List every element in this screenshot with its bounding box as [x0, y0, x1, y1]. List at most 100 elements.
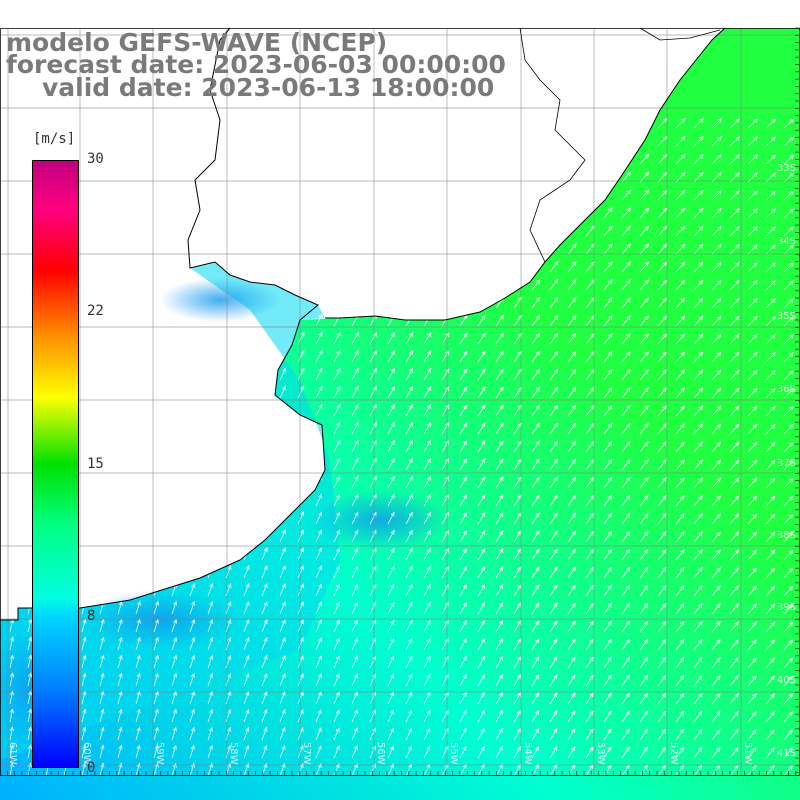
wind-arrow: [675, 549, 685, 561]
wind-arrow: [477, 584, 486, 597]
wind-arrow: [333, 727, 340, 741]
wind-arrow: [531, 710, 540, 723]
wind-arrow: [567, 386, 577, 399]
wind-arrow: [621, 584, 631, 597]
wind-arrow: [603, 297, 613, 309]
wind-arrow: [459, 673, 467, 687]
wind-arrow: [747, 118, 759, 129]
wind-arrow: [531, 314, 541, 327]
wind-arrow: [423, 332, 432, 345]
wind-arrow: [99, 690, 105, 705]
wind-arrow: [621, 369, 631, 381]
wind-arrow: [747, 226, 758, 237]
wind-arrow: [711, 603, 721, 615]
wind-arrow: [711, 405, 722, 417]
wind-arrow: [711, 118, 722, 129]
wind-arrow: [477, 566, 486, 579]
wind-arrow: [639, 261, 650, 273]
wind-arrow: [153, 672, 159, 687]
wind-arrow: [387, 349, 395, 363]
wind-arrow: [621, 387, 631, 399]
wind-arrow: [783, 423, 794, 435]
wind-arrow: [351, 493, 359, 507]
wind-arrow: [333, 493, 341, 507]
wind-arrow: [81, 690, 87, 705]
wind-arrow: [135, 690, 141, 705]
wind-arrow: [693, 441, 703, 453]
wind-arrow: [423, 619, 431, 633]
wind-arrow: [279, 655, 286, 669]
wind-arrow: [405, 601, 413, 615]
wind-arrow: [729, 639, 739, 651]
wind-arrow: [675, 405, 685, 417]
wind-arrow: [423, 547, 431, 561]
wind-arrow: [117, 726, 123, 741]
wind-arrow: [9, 672, 14, 687]
wind-arrow: [567, 710, 576, 723]
wind-arrow: [675, 620, 685, 633]
wind-arrow: [585, 692, 594, 705]
wind-arrow: [459, 727, 467, 741]
wind-arrow: [783, 693, 794, 705]
wind-arrow: [117, 690, 123, 705]
wind-arrow: [243, 708, 250, 723]
wind-arrow: [315, 763, 322, 777]
wind-arrow: [495, 350, 504, 363]
wind-arrow: [693, 405, 704, 417]
wind-arrow: [549, 332, 559, 345]
wind-arrow: [585, 674, 594, 687]
wind-arrow: [99, 726, 105, 741]
wind-arrow: [747, 136, 759, 147]
wind-arrow: [729, 441, 740, 453]
wind-arrow: [441, 422, 450, 435]
wind-arrow: [603, 225, 613, 237]
wind-arrow: [153, 654, 159, 669]
wind-arrow: [657, 656, 667, 669]
wind-arrow: [531, 746, 540, 759]
wind-arrow: [711, 459, 722, 471]
wind-arrow: [279, 762, 286, 777]
wind-arrow: [693, 549, 703, 561]
wind-arrow: [567, 314, 577, 327]
wind-arrow: [495, 476, 504, 489]
wind-arrow: [477, 368, 486, 381]
wind-arrow: [639, 620, 649, 633]
wind-arrow: [639, 728, 648, 741]
wind-arrow: [459, 458, 468, 471]
wind-arrow: [783, 244, 795, 255]
wind-arrow: [171, 654, 177, 669]
wind-arrow: [729, 495, 740, 507]
wind-arrow: [351, 583, 359, 597]
wind-arrow: [531, 422, 540, 435]
wind-arrow: [495, 422, 504, 435]
wind-arrow: [729, 567, 739, 579]
wind-arrow: [621, 728, 630, 741]
wind-arrow: [621, 620, 631, 633]
wind-arrow: [693, 243, 704, 255]
wind-arrow: [747, 513, 758, 525]
wind-arrow: [567, 422, 577, 435]
wind-arrow: [405, 691, 413, 705]
longitude-label: 54W: [522, 742, 533, 765]
wind-arrow: [783, 352, 794, 363]
wind-arrow: [9, 726, 14, 741]
wind-arrow: [459, 565, 467, 579]
wind-arrow: [351, 763, 358, 777]
wind-arrow: [9, 636, 15, 651]
wind-arrow: [675, 764, 685, 777]
wind-arrow: [495, 530, 504, 543]
wind-arrow: [207, 654, 214, 669]
wind-arrow: [603, 746, 612, 759]
wind-arrow: [657, 584, 667, 597]
wind-arrow: [405, 368, 414, 381]
wind-arrow: [477, 727, 485, 741]
wind-arrow: [621, 189, 632, 201]
wind-arrow: [351, 547, 359, 561]
wind-arrow: [621, 710, 630, 723]
wind-arrow: [441, 458, 450, 471]
wind-arrow: [405, 565, 413, 579]
wind-arrow: [747, 711, 757, 723]
low-wind-area: [160, 278, 280, 322]
wind-arrow: [711, 549, 721, 561]
wind-arrow: [279, 547, 286, 561]
